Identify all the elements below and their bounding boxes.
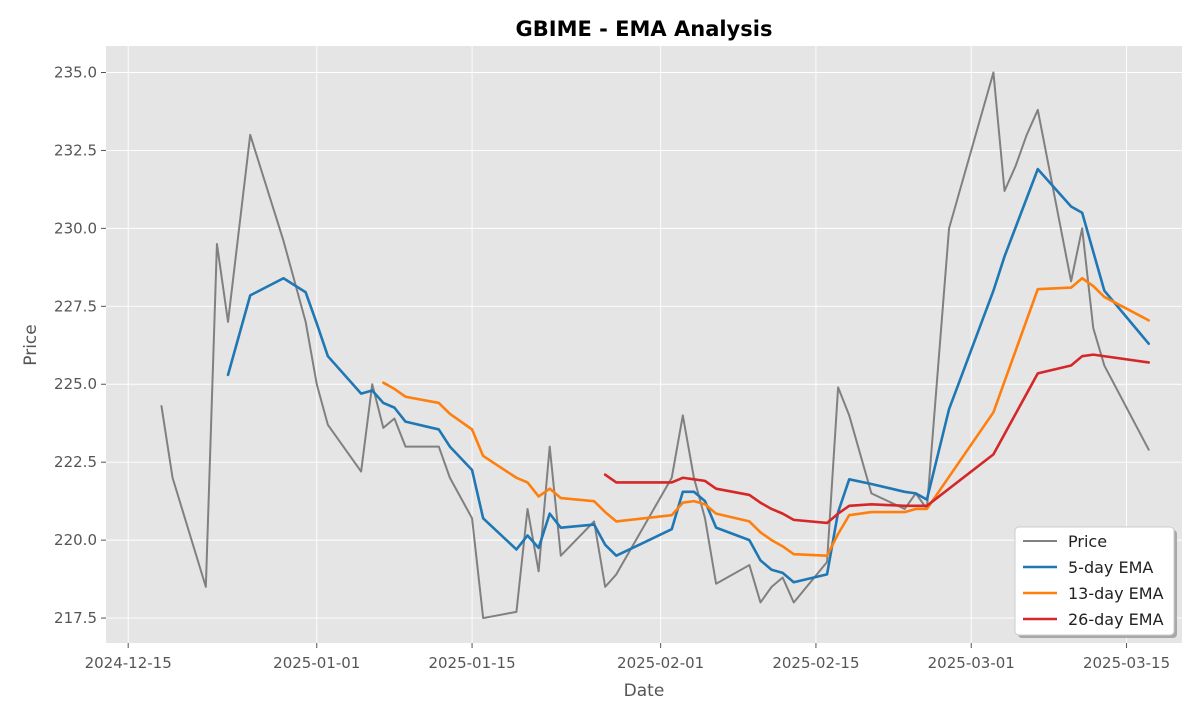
y-tick-label: 227.5 bbox=[54, 297, 97, 315]
legend-label: 13-day EMA bbox=[1068, 584, 1164, 603]
y-tick-label: 222.5 bbox=[54, 453, 97, 471]
series-line-price bbox=[160, 71, 1150, 620]
chart-title: GBIME - EMA Analysis bbox=[516, 17, 773, 41]
series-line-26-day-ema bbox=[603, 353, 1151, 525]
x-tick-label: 2025-02-01 bbox=[617, 654, 704, 672]
x-axis-label: Date bbox=[624, 681, 665, 701]
gridlines bbox=[106, 46, 1182, 643]
legend-label: 5-day EMA bbox=[1068, 558, 1153, 577]
y-tick-label: 225.0 bbox=[54, 375, 97, 393]
legend-box bbox=[1014, 526, 1175, 636]
axis-ticks: 217.5 220.0 222.5 225.0 227.5 230.0 232.5 235.0… bbox=[54, 63, 1170, 672]
y-tick-label: 217.5 bbox=[54, 609, 97, 627]
y-tick-label: 220.0 bbox=[54, 531, 97, 549]
legend-label: Price bbox=[1068, 532, 1107, 551]
y-tick-label: 232.5 bbox=[54, 141, 97, 159]
series-line-13-day-ema bbox=[382, 276, 1151, 558]
x-tick-label: 2025-01-01 bbox=[273, 654, 360, 672]
legend: Price 5-day EMA 13-day EMA 26-day EMA bbox=[1014, 526, 1177, 638]
y-axis-label: Price bbox=[21, 324, 41, 365]
legend-label: 26-day EMA bbox=[1068, 610, 1164, 629]
x-tick-label: 2025-03-15 bbox=[1083, 654, 1170, 672]
x-tick-label: 2024-12-15 bbox=[85, 654, 172, 672]
y-tick-label: 235.0 bbox=[54, 63, 97, 81]
series-lines bbox=[160, 71, 1151, 620]
y-tick-label: 230.0 bbox=[54, 219, 97, 237]
x-tick-label: 2025-01-15 bbox=[428, 654, 515, 672]
x-tick-label: 2025-03-01 bbox=[928, 654, 1015, 672]
x-tick-label: 2025-02-15 bbox=[772, 654, 859, 672]
